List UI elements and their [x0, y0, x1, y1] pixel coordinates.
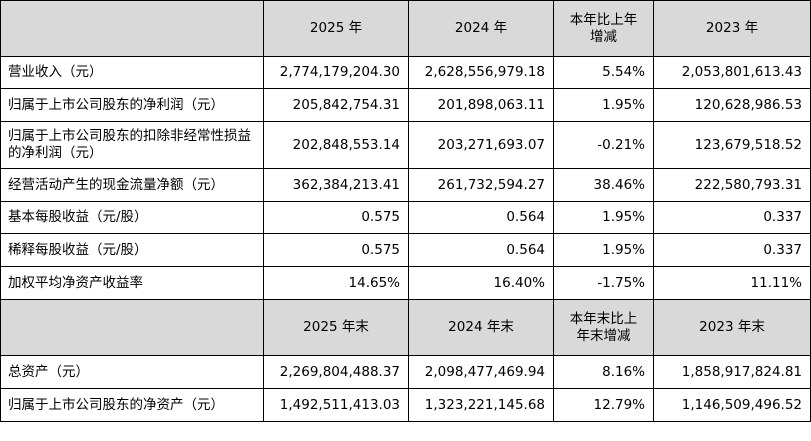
table-cell: 2,053,801,613.43 — [653, 56, 811, 89]
table-cell: 205,842,754.31 — [263, 88, 409, 122]
table-row: 归属于上市公司股东的净利润（元） 205,842,754.31 201,898,… — [0, 88, 811, 122]
table-row: 稀释每股收益（元/股） 0.575 0.564 1.95% 0.337 — [0, 233, 811, 267]
table-cell: 8.16% — [553, 355, 654, 389]
table-cell: 1,146,509,496.52 — [653, 388, 811, 422]
table-row: 基本每股收益（元/股） 0.575 0.564 1.95% 0.337 — [0, 201, 811, 234]
table-cell: 1,323,221,145.68 — [408, 388, 554, 422]
column-header: 2023 年末 — [653, 299, 811, 356]
row-label: 总资产（元） — [0, 355, 264, 389]
table-cell: 0.575 — [263, 233, 409, 267]
table-cell: 222,580,793.31 — [653, 168, 811, 202]
table-cell: 16.40% — [408, 266, 554, 300]
table-cell: 0.337 — [653, 201, 811, 234]
table-cell: 1.95% — [553, 233, 654, 267]
table-cell: 2,269,804,488.37 — [263, 355, 409, 389]
column-header-text: 本年末比上 年末增减 — [569, 310, 638, 344]
header-blank-cell — [0, 299, 264, 356]
table-cell: 1,492,511,413.03 — [263, 388, 409, 422]
table-cell: 0.564 — [408, 201, 554, 234]
row-label: 加权平均净资产收益率 — [0, 266, 264, 300]
table-cell: 12.79% — [553, 388, 654, 422]
table-cell: 1.95% — [553, 201, 654, 234]
table-cell: 0.337 — [653, 233, 811, 267]
table-row: 加权平均净资产收益率 14.65% 16.40% -1.75% 11.11% — [0, 266, 811, 300]
table-cell: 202,848,553.14 — [263, 121, 409, 169]
column-header: 2025 年末 — [263, 299, 409, 356]
table-cell: -0.21% — [553, 121, 654, 169]
table-cell: 2,628,556,979.18 — [408, 56, 554, 89]
table-cell: 362,384,213.41 — [263, 168, 409, 202]
table-header-row: 2025 年 2024 年 本年比上年 增减 2023 年 — [0, 0, 811, 57]
row-label: 归属于上市公司股东的净利润（元） — [0, 88, 264, 122]
table-row: 总资产（元） 2,269,804,488.37 2,098,477,469.94… — [0, 355, 811, 389]
row-label: 归属于上市公司股东的净资产（元） — [0, 388, 264, 422]
column-header: 本年末比上 年末增减 — [553, 299, 654, 356]
table-cell: 120,628,986.53 — [653, 88, 811, 122]
table-cell: 14.65% — [263, 266, 409, 300]
table-row: 归属于上市公司股东的净资产（元） 1,492,511,413.03 1,323,… — [0, 388, 811, 422]
column-header-text: 本年比上年 增减 — [569, 11, 638, 45]
table-row: 经营活动产生的现金流量净额（元） 362,384,213.41 261,732,… — [0, 168, 811, 202]
table-cell: 0.564 — [408, 233, 554, 267]
financial-summary-table: 2025 年 2024 年 本年比上年 增减 2023 年 营业收入（元） 2,… — [0, 0, 811, 422]
column-header: 2023 年 — [653, 0, 811, 57]
table-cell: 123,679,518.52 — [653, 121, 811, 169]
column-header: 2024 年 — [408, 0, 554, 57]
row-label: 基本每股收益（元/股） — [0, 201, 264, 234]
row-label: 稀释每股收益（元/股） — [0, 233, 264, 267]
header-blank-cell — [0, 0, 264, 57]
table-cell: 5.54% — [553, 56, 654, 89]
row-label: 营业收入（元） — [0, 56, 264, 89]
table-cell: 2,098,477,469.94 — [408, 355, 554, 389]
table-cell: 203,271,693.07 — [408, 121, 554, 169]
column-header: 本年比上年 增减 — [553, 0, 654, 57]
row-label: 经营活动产生的现金流量净额（元） — [0, 168, 264, 202]
column-header: 2025 年 — [263, 0, 409, 57]
table-header-row: 2025 年末 2024 年末 本年末比上 年末增减 2023 年末 — [0, 299, 811, 356]
table-cell: 38.46% — [553, 168, 654, 202]
table-cell: -1.75% — [553, 266, 654, 300]
table-cell: 0.575 — [263, 201, 409, 234]
table-cell: 1.95% — [553, 88, 654, 122]
table-cell: 261,732,594.27 — [408, 168, 554, 202]
table-cell: 201,898,063.11 — [408, 88, 554, 122]
table-cell: 11.11% — [653, 266, 811, 300]
table-row: 归属于上市公司股东的扣除非经常性损益的净利润（元） 202,848,553.14… — [0, 121, 811, 169]
table-cell: 2,774,179,204.30 — [263, 56, 409, 89]
table-row: 营业收入（元） 2,774,179,204.30 2,628,556,979.1… — [0, 56, 811, 89]
table-cell: 1,858,917,824.81 — [653, 355, 811, 389]
column-header: 2024 年末 — [408, 299, 554, 356]
row-label: 归属于上市公司股东的扣除非经常性损益的净利润（元） — [0, 121, 264, 169]
